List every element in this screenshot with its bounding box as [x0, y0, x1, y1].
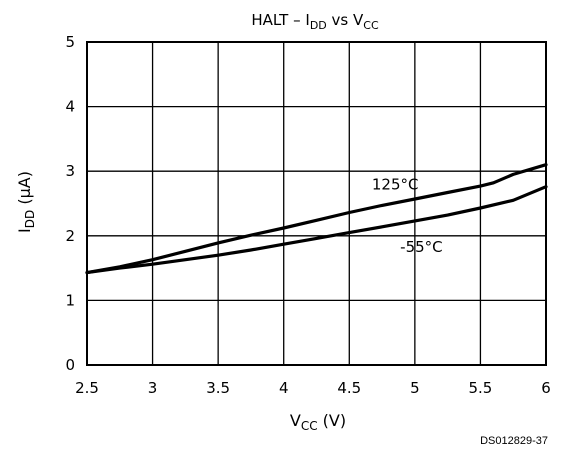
x-tick-label: 4.5 [337, 379, 361, 397]
x-tick-label: 3.5 [206, 379, 230, 397]
x-tick-label: 6 [541, 379, 551, 397]
x-tick-label: 5.5 [468, 379, 492, 397]
series-line [85, 185, 548, 275]
series-label: -55°C [400, 238, 442, 256]
vertical-gridlines [151, 42, 482, 365]
x-axis-title: VCC (V) [290, 411, 346, 433]
y-tick-label: 2 [65, 227, 75, 245]
y-tick-label: 5 [65, 33, 75, 51]
plot-frame [86, 41, 547, 366]
y-tick-label: 3 [65, 162, 75, 180]
x-tick-label: 3 [148, 379, 158, 397]
y-axis-title: IDD (µA) [15, 171, 37, 233]
figure-code: DS012829-37 [480, 435, 548, 447]
x-tick-label: 2.5 [75, 379, 99, 397]
x-tick-label: 4 [279, 379, 289, 397]
series-label: 125°C [372, 175, 419, 193]
y-tick-labels: 0 1 2 3 4 5 [65, 33, 75, 374]
y-tick-label: 4 [65, 98, 75, 116]
series-layer: 125°C -55°C [85, 163, 548, 275]
x-tick-labels: 2.5 3 3.5 4 4.5 5 5.5 6 [75, 379, 551, 397]
x-tick-label: 5 [410, 379, 420, 397]
y-tick-label: 1 [65, 291, 75, 309]
chart-title: HALT – IDD vs VCC [251, 11, 379, 32]
y-tick-label: 0 [65, 356, 75, 374]
series-line [85, 163, 548, 275]
horizontal-gridlines [87, 105, 546, 302]
